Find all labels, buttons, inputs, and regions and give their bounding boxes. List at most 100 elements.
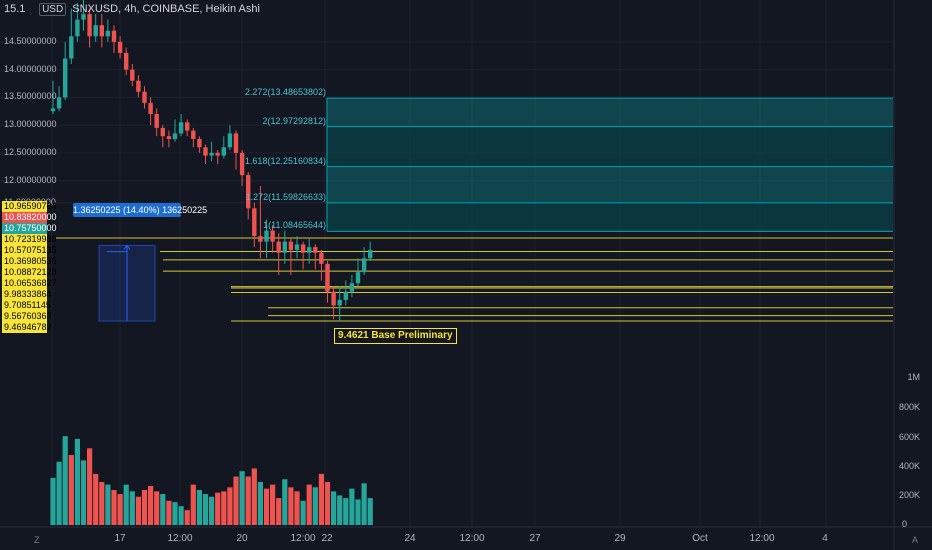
candle-body: [355, 272, 361, 284]
time-tick-label: Oct: [692, 533, 708, 544]
fib-zone-3: [327, 166, 893, 203]
volume-bar: [154, 491, 160, 525]
volume-bar: [245, 476, 251, 525]
volume-bar: [111, 490, 117, 525]
measure-label[interactable]: 1.36250225 (14.40%) 136250225: [73, 203, 208, 217]
volume-bar: [349, 488, 355, 525]
candle-body: [343, 291, 348, 300]
candle-body: [197, 138, 202, 148]
volume-bar: [160, 494, 166, 525]
candle-body: [166, 136, 172, 139]
volume-bar: [221, 491, 227, 525]
candle-body: [111, 30, 117, 42]
volume-bar: [361, 483, 367, 525]
volume-bar: [166, 500, 172, 525]
volume-bar: [270, 484, 276, 525]
volume-tick-label: 0: [901, 519, 907, 529]
price-range-measure[interactable]: [98, 244, 156, 322]
currency-badge[interactable]: USD: [39, 3, 67, 16]
volume-bar: [87, 448, 93, 525]
volume-bar: [312, 487, 318, 525]
candle-body: [93, 25, 98, 37]
base-annotation[interactable]: 9.4621 Base Preliminary: [334, 328, 457, 344]
candle-body: [99, 25, 104, 37]
volume-bar: [263, 488, 270, 525]
volume-bar: [56, 461, 62, 525]
volume-bar: [196, 490, 202, 525]
candle-body: [288, 241, 294, 250]
fib-zone-2: [327, 126, 893, 167]
top-price-label: 15.1: [4, 3, 26, 15]
price-tick-label: 13.50000000: [4, 91, 57, 102]
fib-level-label: 1.272(11.59826633): [245, 191, 326, 202]
candle-body: [361, 258, 367, 273]
volume-bar: [318, 473, 324, 525]
fib-zone-4: [327, 202, 893, 232]
volume-bar: [190, 484, 196, 525]
candle-body: [307, 247, 312, 253]
volume-bar: [105, 484, 111, 525]
candle-body: [87, 14, 92, 37]
candle-body: [148, 102, 153, 114]
volume-bar: [123, 484, 129, 525]
volume-bar: [367, 498, 373, 525]
time-tick-label: 4: [822, 533, 828, 544]
volume-tick-label: 600K: [898, 432, 920, 442]
marked-price-label: 9.70851145: [2, 300, 51, 311]
volume-bar: [215, 492, 221, 525]
candle-body: [191, 130, 196, 139]
marked-price-label: 9.98333864: [2, 289, 52, 300]
price-tick-label: 14.50000000: [4, 35, 57, 46]
fib-zone-1: [327, 98, 893, 127]
fib-extension[interactable]: [326, 97, 893, 232]
candle-body: [154, 113, 159, 128]
volume-bar: [355, 499, 361, 525]
price-tick-label: 12.00000000: [4, 174, 57, 185]
time-tick-label: 12:00: [290, 533, 316, 544]
zoom-icon[interactable]: Z: [34, 535, 40, 545]
marked-price-label: 10.75750000: [2, 223, 57, 234]
candle-body: [136, 80, 141, 92]
marked-price-label: 9.56760363: [2, 311, 52, 322]
candle-body: [185, 122, 190, 131]
volume-bar: [68, 455, 74, 525]
candle-body: [294, 244, 300, 250]
candle-body: [252, 208, 257, 237]
candle-body: [124, 52, 129, 70]
volume-bar: [294, 491, 300, 525]
marked-price-label: 9.46946782: [2, 322, 52, 333]
candle-body: [282, 241, 287, 253]
horizontal-levels[interactable]: [56, 237, 893, 322]
candle-body: [209, 152, 214, 156]
candle-body: [117, 41, 123, 53]
marked-price-label: 10.06536827: [2, 278, 57, 289]
candle-body: [142, 91, 147, 103]
auto-scale-button[interactable]: A: [912, 535, 919, 545]
candle-body: [56, 97, 62, 109]
candle-body: [227, 133, 233, 148]
symbol-title[interactable]: SNXUSD, 4h, COINBASE, Heikin Ashi: [72, 3, 260, 15]
candle-body: [349, 283, 355, 292]
measure-arrow-head: [123, 244, 131, 250]
volume-tick-label: 1M: [907, 372, 920, 382]
volume-bar: [227, 487, 233, 525]
candle-body: [130, 69, 135, 81]
volume-bar: [343, 498, 349, 525]
volume-bar: [209, 496, 215, 525]
volume-bars: [50, 436, 373, 525]
time-tick-label: 24: [404, 533, 416, 544]
volume-bar: [276, 498, 282, 525]
marked-price-label: 10.83820000: [2, 212, 57, 223]
candle-body: [331, 291, 336, 306]
time-tick-label: 20: [236, 533, 248, 544]
candle-body: [264, 230, 269, 242]
candle-body: [160, 127, 165, 137]
candle-body: [75, 19, 80, 37]
marked-price-label: 10.72319988: [2, 234, 57, 245]
price-tick-label: 12.50000000: [4, 146, 57, 157]
volume-bar: [172, 502, 178, 525]
candle-body: [69, 36, 74, 59]
volume-tick-label: 800K: [898, 402, 920, 412]
volume-bar: [300, 500, 306, 525]
